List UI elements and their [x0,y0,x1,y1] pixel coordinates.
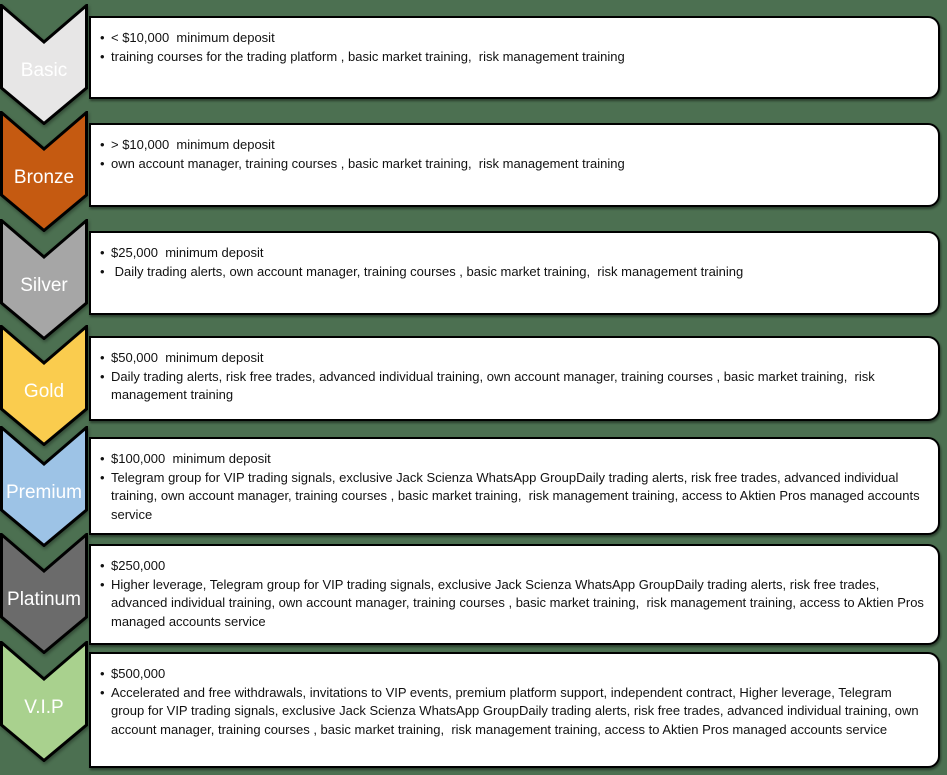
bullet-dot: • [100,48,105,64]
tier-chevron: Silver [0,219,88,340]
chevron-arrow-icon [0,641,88,762]
bullet-text: Accelerated and free withdrawals, invita… [111,684,923,737]
bullet-dot: • [100,155,105,171]
bullet-text: $50,000 minimum deposit [111,350,264,365]
chevron-arrow-icon [0,533,88,654]
chevron-arrow-icon [0,219,88,340]
bullet-dot: • [100,350,105,365]
tier-chevron: Bronze [0,111,88,232]
chevron-arrow-icon [0,4,88,125]
bullet-dot: • [100,368,105,384]
bullet-dot: • [100,558,105,573]
bullet-text: > $10,000 minimum deposit [111,137,275,152]
tier-box: • $250,000 • Higher leverage, Telegram gro… [89,544,940,645]
bullet-dot: • [100,451,105,466]
tier-chevron: Basic [0,4,88,125]
tier-row-bronze: Bronze • > $10,000 minimum deposit • own a… [0,111,947,232]
tier-label: Platinum [7,588,81,610]
tier-row-silver: Silver • $25,000 minimum deposit • Daily … [0,219,947,340]
tier-chevron: Premium [0,426,88,547]
tier-row-gold: Gold • $50,000 minimum deposit • Daily tra… [0,325,947,446]
tier-label: Basic [20,59,68,81]
bullet-dot: • [100,666,105,681]
bullet-item-deposit: • > $10,000 minimum deposit [100,136,924,155]
bullet-text: $250,000 [111,558,166,573]
bullet-dot: • [100,30,105,45]
tier-label: Bronze [13,166,75,188]
bullet-text: Daily trading alerts, own account manage… [111,263,744,279]
tier-label: Premium [5,481,82,503]
tier-box: • $100,000 minimum deposit • Telegram grou… [89,437,940,535]
tier-box: • $50,000 minimum deposit • Daily trading … [89,336,940,421]
bullet-item-features: • Daily trading alerts, own account mana… [100,263,924,282]
bullet-dot: • [100,137,105,152]
bullet-item-features: • Daily trading alerts, risk free trades,… [100,368,924,405]
bullet-text: Higher leverage, Telegram group for VIP … [111,576,928,629]
bullet-text: $100,000 minimum deposit [111,451,271,466]
bullet-text: training courses for the trading platfor… [111,48,625,64]
bullet-item-deposit: • $100,000 minimum deposit [100,450,924,469]
tier-box: • $500,000 • Accelerated and free withdraw… [89,652,940,768]
tier-row-vip: V.I.P • $500,000 • Accelerated and free wi… [0,641,947,768]
tier-chevron: V.I.P [0,641,88,762]
chevron-arrow-icon [0,325,88,446]
tier-label: V.I.P [24,696,64,718]
bullet-item-features: • training courses for the trading platfo… [100,48,924,67]
bullet-dot: • [100,263,105,279]
bullet-item-features: • Higher leverage, Telegram group for VIP… [100,576,924,632]
bullet-text: $500,000 [111,666,166,681]
bullet-item-deposit: • $250,000 [100,557,924,576]
bullet-dot: • [100,684,105,700]
bullet-dot: • [100,576,105,592]
chevron-arrow-icon [0,426,88,547]
tier-label: Gold [23,380,65,402]
bullet-item-deposit: • < $10,000 minimum deposit [100,29,924,48]
bullet-item-deposit: • $500,000 [100,665,924,684]
bullet-text: Daily trading alerts, risk free trades, … [111,368,879,403]
bullet-text: own account manager, training courses , … [111,155,625,171]
bullet-item-features: • Accelerated and free withdrawals, invit… [100,684,924,740]
bullet-item-features: • Telegram group for VIP trading signals,… [100,469,924,525]
bullet-item-features: • own account manager, training courses ,… [100,155,924,174]
tier-label: Silver [20,274,68,296]
tier-box: • < $10,000 minimum deposit • training cou… [89,16,940,99]
tier-row-basic: Basic • < $10,000 minimum deposit • traini… [0,4,947,125]
bullet-text: < $10,000 minimum deposit [111,30,275,45]
tier-row-premium: Premium • $100,000 minimum deposit • Teleg… [0,426,947,547]
tier-row-platinum: Platinum • $250,000 • Higher leverage, Tel… [0,533,947,654]
bullet-dot: • [100,245,105,260]
chevron-arrow-icon [0,111,88,232]
bullet-text: Telegram group for VIP trading signals, … [111,469,924,522]
bullet-dot: • [100,469,105,485]
bullet-item-deposit: • $50,000 minimum deposit [100,349,924,368]
bullet-item-deposit: • $25,000 minimum deposit [100,244,924,263]
tier-chevron: Gold [0,325,88,446]
tier-chevron: Platinum [0,533,88,654]
tier-box: • > $10,000 minimum deposit • own account … [89,123,940,207]
tier-box: • $25,000 minimum deposit • Daily trading… [89,231,940,315]
bullet-text: $25,000 minimum deposit [111,245,264,260]
